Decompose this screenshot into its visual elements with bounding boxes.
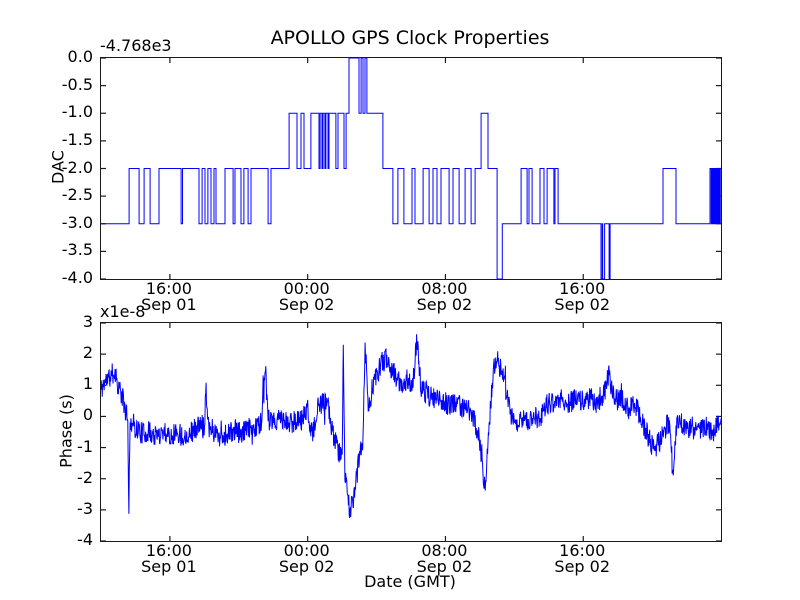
x-tick-label: 08:00 Sep 02: [396, 543, 492, 575]
x-tick-date: Sep 02: [554, 295, 611, 314]
dac-subplot: [100, 57, 722, 280]
dac-plot-area: [101, 58, 721, 279]
x-tick-label: 16:00 Sep 01: [121, 543, 217, 575]
y-tick-label: -4: [77, 530, 93, 549]
x-tick-date: Sep 02: [416, 295, 473, 314]
y-tick-label: -0.5: [61, 74, 93, 94]
y-tick-label: 2: [82, 343, 93, 363]
y-tick-label: 0: [82, 405, 93, 425]
y-tick-label: -3: [77, 498, 93, 518]
phase-axis-label: Phase (s): [56, 394, 76, 468]
y-tick-label: 3: [82, 312, 93, 331]
y-tick-label: -1.0: [61, 102, 93, 122]
phase-subplot: [100, 322, 722, 542]
x-tick-date: Sep 01: [141, 295, 197, 314]
y-tick-label: -2.5: [61, 185, 93, 205]
y-tick-label: 0.0: [67, 47, 93, 66]
dac-line: [101, 58, 721, 279]
figure-title: APOLLO GPS Clock Properties: [270, 27, 550, 49]
x-tick-label: 00:00 Sep 02: [259, 281, 355, 313]
y-tick-label: -1.5: [61, 129, 93, 149]
x-tick-time: 16:00: [559, 541, 606, 560]
dac-axis-offset-label: -4.768e3: [100, 36, 172, 55]
x-tick-time: 00:00: [283, 279, 330, 298]
x-tick-label: 00:00 Sep 02: [259, 543, 355, 575]
x-tick-label: 16:00 Sep 02: [534, 543, 630, 575]
y-tick-label: -3.5: [61, 240, 93, 260]
x-tick-date: Sep 02: [278, 295, 335, 314]
y-tick-label: -2: [77, 467, 93, 487]
phase-axis-offset-label: x1e-8: [100, 302, 146, 321]
y-tick-label: 1: [82, 374, 93, 394]
y-tick-label: -1: [77, 436, 93, 456]
x-tick-time: 08:00: [421, 541, 468, 560]
y-tick-label: -3.0: [61, 212, 93, 232]
x-tick-time: 16:00: [145, 279, 192, 298]
x-tick-date: Sep 02: [278, 557, 335, 576]
x-tick-label: 16:00 Sep 02: [534, 281, 630, 313]
x-tick-label: 16:00 Sep 01: [121, 281, 217, 313]
phase-line: [101, 334, 721, 519]
x-tick-label: 08:00 Sep 02: [396, 281, 492, 313]
x-tick-time: 16:00: [145, 541, 192, 560]
x-tick-date: Sep 02: [554, 557, 611, 576]
x-tick-date: Sep 01: [141, 557, 197, 576]
y-tick-label: -4.0: [61, 268, 93, 287]
y-tick-label: -2.0: [61, 157, 93, 177]
x-tick-time: 16:00: [559, 279, 606, 298]
x-tick-date: Sep 02: [416, 557, 473, 576]
phase-plot-area: [101, 323, 721, 541]
x-axis-label: Date (GMT): [364, 572, 456, 591]
x-tick-time: 08:00: [421, 279, 468, 298]
x-tick-time: 00:00: [283, 541, 330, 560]
